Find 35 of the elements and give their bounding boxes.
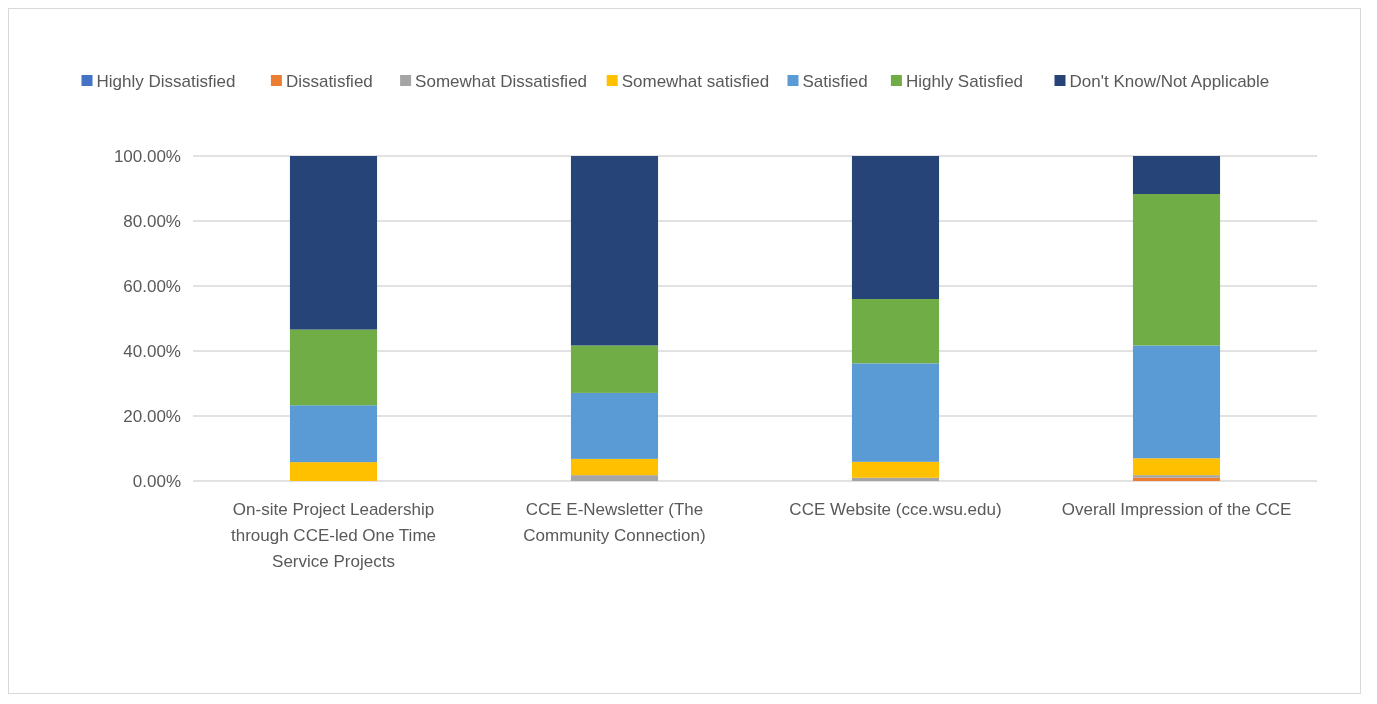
x-tick-label: Overall Impression of the CCE [1061,500,1292,519]
bar [1132,458,1221,476]
legend-label: Highly Dissatisfied [96,71,236,91]
bar [1132,194,1221,346]
bar [289,156,378,330]
x-tick-label: CCE Website (cce.wsu.edu) [789,500,1002,519]
legend-label: Don't Know/Not Applicable [1069,71,1270,91]
legend-label: Somewhat satisfied [621,71,770,91]
bar [1132,156,1221,195]
bar [570,475,659,481]
bar [851,156,940,299]
y-tick-label: 80.00% [123,211,181,231]
legend-label: Satisfied [802,71,868,91]
y-tick-label: 20.00% [123,406,181,426]
legend-label: Dissatisfied [285,71,373,91]
y-tick-label: 40.00% [123,341,181,361]
bar [1132,345,1221,459]
bar [570,156,659,346]
bar [851,363,940,462]
bar [289,462,378,481]
bar [289,405,378,463]
bar [289,329,378,406]
y-tick-label: 100.00% [113,146,181,166]
y-tick-label: 0.00% [132,471,181,491]
x-tick-label: On-site Project Leadership through CCE-led One Time Service Projects [230,500,437,571]
bar [851,299,940,364]
legend-label: Somewhat Dissatisfied [415,71,588,91]
bar [851,477,940,481]
bar [851,461,940,478]
x-tick-label: CCE E-Newsletter (The Community Connection) [523,500,706,545]
bar [570,345,659,393]
bar [570,458,659,476]
y-tick-label: 60.00% [123,276,181,296]
bar [570,392,659,459]
legend-label: Highly Satisfied [905,71,1024,91]
